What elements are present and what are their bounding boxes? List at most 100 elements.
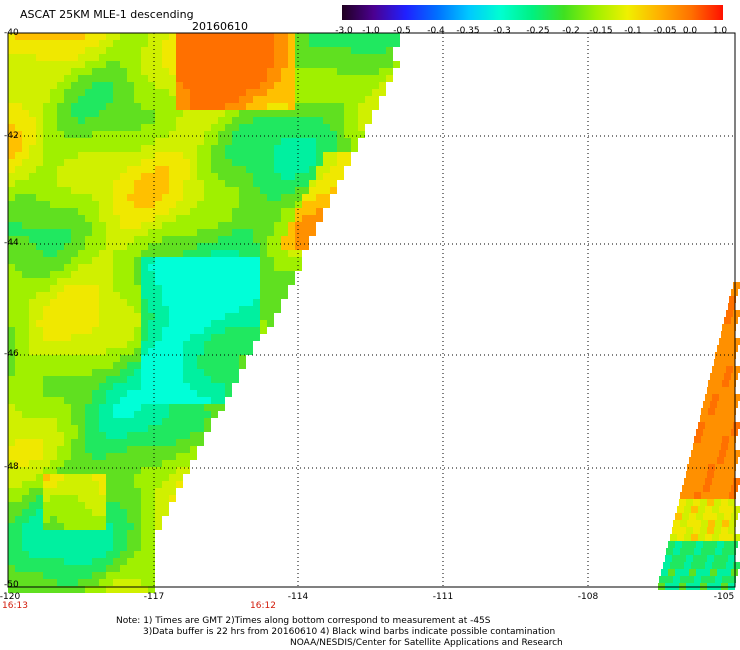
- swath-cell: [246, 180, 253, 187]
- swath-cell: [246, 152, 253, 159]
- swath-cell: [99, 411, 106, 418]
- swath-cell: [148, 509, 155, 516]
- swath-cell: [183, 229, 190, 236]
- swath-cell: [64, 40, 71, 47]
- swath-cell: [211, 257, 218, 264]
- swath-cell: [141, 236, 148, 243]
- swath-cell: [204, 215, 211, 222]
- swath-cell: [225, 369, 232, 376]
- swath-cell: [64, 173, 71, 180]
- swath-cell: [120, 355, 127, 362]
- swath-cell: [190, 96, 197, 103]
- swath-cell: [155, 166, 162, 173]
- swath-cell: [8, 173, 15, 180]
- swath-cell: [302, 159, 309, 166]
- swath-cell: [183, 75, 190, 82]
- swath-cell: [162, 404, 169, 411]
- swath-cell: [85, 166, 92, 173]
- swath-cell: [50, 292, 57, 299]
- swath-cell: [379, 89, 386, 96]
- swath-cell: [666, 548, 673, 555]
- swath-cell: [218, 313, 225, 320]
- swath-cell: [183, 54, 190, 61]
- swath-cell: [323, 194, 330, 201]
- swath-cell: [57, 425, 64, 432]
- swath-cell: [717, 429, 724, 436]
- swath-cell: [50, 390, 57, 397]
- swath-cell: [246, 222, 253, 229]
- swath-cell: [183, 418, 190, 425]
- swath-cell: [225, 89, 232, 96]
- swath-cell: [8, 306, 15, 313]
- swath-cell: [99, 502, 106, 509]
- swath-cell: [288, 61, 295, 68]
- swath-cell: [120, 243, 127, 250]
- swath-cell: [246, 348, 253, 355]
- swath-cell: [8, 411, 15, 418]
- swath-cell: [288, 264, 295, 271]
- swath-cell: [204, 348, 211, 355]
- swath-cell: [295, 131, 302, 138]
- swath-cell: [155, 432, 162, 439]
- swath-cell: [176, 124, 183, 131]
- swath-cell: [99, 418, 106, 425]
- swath-cell: [57, 306, 64, 313]
- swath-cell: [162, 82, 169, 89]
- swath-cell: [43, 446, 50, 453]
- swath-cell: [148, 264, 155, 271]
- swath-cell: [155, 411, 162, 418]
- swath-cell: [253, 250, 260, 257]
- swath-cell: [169, 453, 176, 460]
- swath-cell: [281, 75, 288, 82]
- swath-cell: [85, 362, 92, 369]
- swath-cell: [8, 509, 15, 516]
- swath-cell: [36, 362, 43, 369]
- swath-cell: [176, 369, 183, 376]
- swath-cell: [71, 215, 78, 222]
- swath-cell: [365, 117, 372, 124]
- swath-cell: [211, 201, 218, 208]
- swath-cell: [728, 387, 735, 394]
- swath-cell: [246, 82, 253, 89]
- swath-cell: [309, 173, 316, 180]
- swath-cell: [78, 243, 85, 250]
- swath-cell: [204, 425, 211, 432]
- swath-cell: [715, 352, 722, 359]
- swath-cell: [302, 110, 309, 117]
- swath-cell: [155, 467, 162, 474]
- swath-cell: [50, 180, 57, 187]
- swath-cell: [22, 502, 29, 509]
- swath-cell: [267, 257, 274, 264]
- swath-cell: [36, 313, 43, 320]
- swath-cell: [36, 453, 43, 460]
- colorbar-tick-label: -0.2: [562, 26, 580, 36]
- swath-cell: [337, 33, 344, 40]
- swath-cell: [232, 145, 239, 152]
- swath-cell: [64, 117, 71, 124]
- swath-cell: [134, 271, 141, 278]
- swath-cell: [712, 450, 719, 457]
- swath-cell: [183, 432, 190, 439]
- swath-cell: [64, 187, 71, 194]
- swath-cell: [698, 422, 705, 429]
- swath-cell: [274, 47, 281, 54]
- swath-cell: [141, 537, 148, 544]
- swath-cell: [106, 320, 113, 327]
- swath-cell: [113, 82, 120, 89]
- swath-cell: [85, 509, 92, 516]
- swath-cell: [120, 201, 127, 208]
- swath-cell: [15, 110, 22, 117]
- swath-cell: [162, 194, 169, 201]
- swath-cell: [22, 194, 29, 201]
- swath-cell: [43, 383, 50, 390]
- swath-cell: [351, 89, 358, 96]
- swath-cell: [162, 33, 169, 40]
- swath-cell: [162, 89, 169, 96]
- swath-cell: [141, 89, 148, 96]
- swath-cell: [246, 243, 253, 250]
- swath-cell: [365, 54, 372, 61]
- swath-cell: [141, 159, 148, 166]
- swath-cell: [719, 534, 726, 541]
- swath-cell: [197, 180, 204, 187]
- swath-cell: [162, 432, 169, 439]
